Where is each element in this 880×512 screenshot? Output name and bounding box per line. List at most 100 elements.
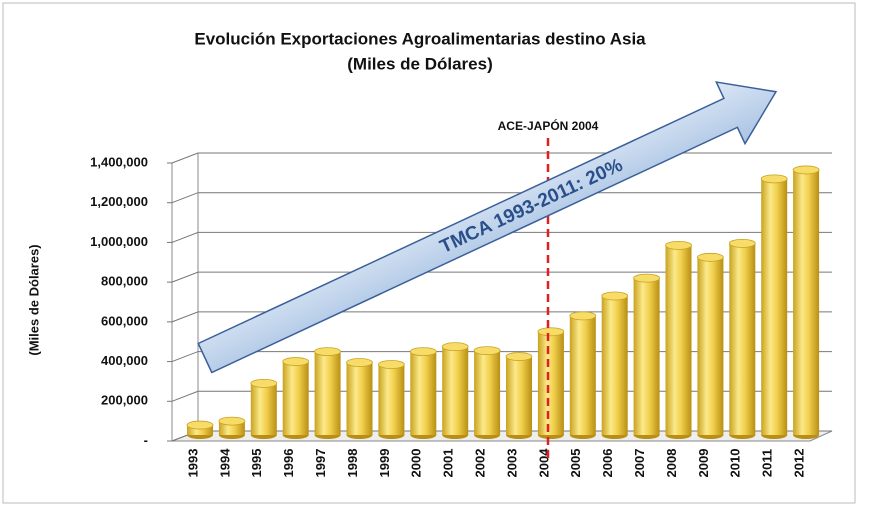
bar-body [633, 278, 660, 435]
bar-body [761, 178, 788, 435]
bar-top [697, 252, 724, 262]
bar-top [505, 352, 533, 361]
bar-body [410, 351, 437, 435]
bar-body [569, 315, 596, 435]
bar-body [346, 362, 373, 435]
bar [473, 346, 501, 439]
chart-title: Evolución Exportaciones Agroalimentarias… [194, 29, 646, 48]
bar [377, 360, 405, 439]
x-tick-label: 2010 [728, 449, 743, 478]
x-tick-label: 2000 [409, 449, 424, 478]
bar [409, 347, 437, 439]
bar [441, 342, 469, 439]
bar-top [537, 327, 565, 337]
bar-body [793, 169, 820, 435]
bar-body [442, 346, 469, 435]
x-tick-label: 2002 [473, 449, 488, 478]
x-tick-label: 1999 [377, 449, 392, 478]
bar-body [474, 350, 501, 435]
bar-top [218, 416, 246, 426]
bar-body [378, 364, 405, 435]
x-tick-label: 1997 [313, 449, 328, 478]
x-tick-label: 2006 [600, 449, 615, 478]
bar-body [314, 351, 341, 435]
y-tick-label: - [144, 432, 148, 447]
bar-top [473, 346, 501, 356]
x-tick-label: 2001 [441, 449, 456, 478]
bars: 1993 1994 1995 1996 1997 1998 1999 2000 2001 2002… [185, 165, 820, 478]
bar [186, 420, 214, 439]
bar [282, 357, 310, 439]
annotation: ACE-JAPÓN 2004 [498, 118, 599, 133]
x-tick-label: 2008 [664, 449, 679, 478]
x-tick-label: 1993 [185, 449, 200, 478]
bar [346, 358, 373, 439]
y-tick-label: 1,400,000 [90, 154, 148, 169]
bar [218, 416, 246, 439]
y-tick-label: 800,000 [101, 274, 148, 289]
bar-top [314, 347, 342, 357]
grid-line [171, 231, 832, 243]
bar [760, 174, 788, 439]
bar-body [282, 361, 309, 435]
bar-body [697, 257, 724, 435]
bar [792, 165, 820, 439]
bar-top [377, 360, 405, 369]
x-tick-label: 2009 [696, 449, 711, 478]
y-tick-label: 400,000 [101, 353, 148, 368]
bar-top [665, 240, 692, 250]
bar-top [760, 174, 788, 184]
grid-line [171, 152, 832, 164]
bar-body [601, 296, 628, 435]
bar-top [282, 357, 310, 366]
bar [665, 240, 692, 439]
x-tick-label: 2005 [568, 449, 583, 478]
bar-top [792, 165, 820, 175]
y-tick-label: 600,000 [101, 313, 148, 328]
bar-top [569, 311, 597, 321]
bar-body [729, 243, 756, 435]
bar [569, 311, 597, 439]
bar-body [187, 425, 213, 435]
bar [537, 327, 565, 439]
x-tick-label: 2011 [760, 449, 775, 477]
bar-top [728, 238, 756, 248]
bar-top [601, 291, 629, 301]
annotation: TMCA 1993-2011: 20% [437, 155, 626, 258]
y-tick-label: 200,000 [101, 393, 148, 408]
bar-top [441, 342, 469, 352]
bar [250, 378, 278, 439]
x-tick-label: 1996 [281, 449, 296, 478]
y-tick-label: 1,200,000 [90, 194, 148, 209]
grid-line [171, 271, 832, 283]
bar [601, 291, 629, 439]
bar-body [537, 331, 564, 435]
x-tick-label: 2012 [792, 449, 807, 478]
arrow-shape [197, 81, 778, 374]
bar-body [250, 383, 277, 435]
chart-subtitle: (Miles de Dólares) [347, 54, 493, 73]
bar [728, 238, 756, 439]
y-axis-label: (Miles de Dólares) [26, 244, 41, 355]
x-tick-label: 1994 [217, 448, 232, 478]
x-tick-label: 2003 [504, 449, 519, 478]
bar-body [506, 356, 532, 435]
x-tick-label: 2007 [632, 449, 647, 478]
bar [314, 347, 342, 439]
x-tick-label: 1998 [345, 449, 360, 478]
frame [2, 2, 856, 504]
bar-top [633, 273, 660, 283]
grid-line [171, 192, 832, 204]
bar-top [346, 358, 373, 367]
bar [505, 352, 533, 439]
bar-top [250, 378, 278, 388]
bar [697, 252, 724, 439]
bar-top [409, 347, 437, 357]
y-tick-label: 1,000,000 [90, 234, 148, 249]
x-tick-label: 1995 [249, 449, 264, 478]
bar-top [186, 420, 214, 430]
bar-body [665, 245, 692, 435]
bar [633, 273, 660, 439]
